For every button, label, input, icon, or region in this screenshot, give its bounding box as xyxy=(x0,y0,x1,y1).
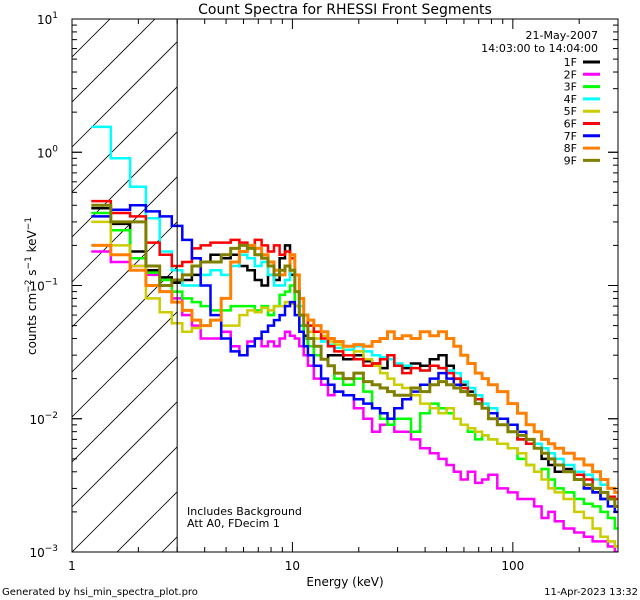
y-label-exp3: −1 xyxy=(24,217,34,230)
legend-label-5F: 5F xyxy=(564,105,577,118)
series-line-4F xyxy=(91,125,618,494)
y-tick-label: 10−1 xyxy=(29,278,58,294)
legend-label-1F: 1F xyxy=(564,56,577,69)
y-label-s: s xyxy=(25,269,39,279)
y-tick-base: 10 xyxy=(37,146,52,160)
legend-label-7F: 7F xyxy=(564,130,577,143)
series-line-2F xyxy=(91,250,618,552)
footer-generated-by: Generated by hsi_min_spectra_plot.pro xyxy=(2,587,198,598)
legend-label-2F: 2F xyxy=(564,68,577,81)
x-axis-label: Energy (keV) xyxy=(306,575,383,589)
footer-timestamp: 11-Apr-2023 13:32 xyxy=(544,587,638,598)
series-line-3F xyxy=(91,211,618,530)
annotation-background: Includes Background xyxy=(187,505,302,518)
y-tick-label: 101 xyxy=(37,11,58,27)
legend-label-4F: 4F xyxy=(564,93,577,106)
svg-text:counts cm−2 s−1 keV−1: counts cm−2 s−1 keV−1 xyxy=(24,217,39,355)
y-axis-label: counts cm−2 s−1 keV−1 xyxy=(24,217,39,355)
y-tick-base: 10 xyxy=(29,280,44,294)
y-tick-base: 10 xyxy=(37,13,52,27)
hatch-line xyxy=(72,266,178,373)
hatch-line xyxy=(72,19,156,103)
y-tick-exponent: −1 xyxy=(45,278,58,288)
legend-label-8F: 8F xyxy=(564,142,577,155)
y-axis-ticks xyxy=(72,18,618,553)
y-label-exp2: −1 xyxy=(24,256,34,269)
y-tick-exponent: −2 xyxy=(45,411,58,421)
legend: 21-May-2007 14:03:00 to 14:04:00 1F2F3F4… xyxy=(481,29,600,167)
legend-label-6F: 6F xyxy=(564,118,577,131)
y-tick-label: 10−3 xyxy=(29,544,58,560)
x-tick-label: 100 xyxy=(501,559,524,573)
legend-label-3F: 3F xyxy=(564,81,577,94)
x-axis-tick-labels: 1 10 100 xyxy=(68,559,524,573)
hatch-line xyxy=(116,491,178,552)
series-line-8F xyxy=(91,243,618,494)
legend-time-range: 14:03:00 to 14:04:00 xyxy=(481,42,598,55)
legend-date: 21-May-2007 xyxy=(526,29,598,42)
y-tick-exponent: 0 xyxy=(52,144,58,154)
hatch-line xyxy=(72,356,178,463)
hatch-line xyxy=(72,41,178,148)
hatch-line xyxy=(72,176,178,283)
legend-label-9F: 9F xyxy=(564,154,577,167)
hatch-line xyxy=(72,401,178,508)
x-axis-ticks xyxy=(71,19,619,552)
hatch-line xyxy=(72,487,272,600)
hatch-line xyxy=(72,86,178,193)
chart-title: Count Spectra for RHESSI Front Segments xyxy=(198,2,492,18)
series-layer xyxy=(91,125,618,552)
hatch-line xyxy=(72,19,111,58)
hatch-line xyxy=(72,131,178,238)
y-label-exp1: −2 xyxy=(24,280,34,293)
y-tick-label: 100 xyxy=(37,144,58,160)
annotation-attenuator: Att A0, FDecim 1 xyxy=(187,517,280,530)
y-label-kev: keV xyxy=(25,229,39,256)
hatch-line xyxy=(161,536,178,552)
x-tick-label: 1 xyxy=(68,559,76,573)
x-tick-label: 10 xyxy=(285,559,300,573)
y-tick-base: 10 xyxy=(29,413,44,427)
y-tick-exponent: −3 xyxy=(45,544,58,554)
y-tick-label: 10−2 xyxy=(29,411,58,427)
y-tick-exponent: 1 xyxy=(52,11,58,21)
series-line-9F xyxy=(91,203,618,508)
y-tick-base: 10 xyxy=(29,546,44,560)
hatch-line xyxy=(72,446,178,552)
y-label-counts: counts cm xyxy=(25,293,39,355)
